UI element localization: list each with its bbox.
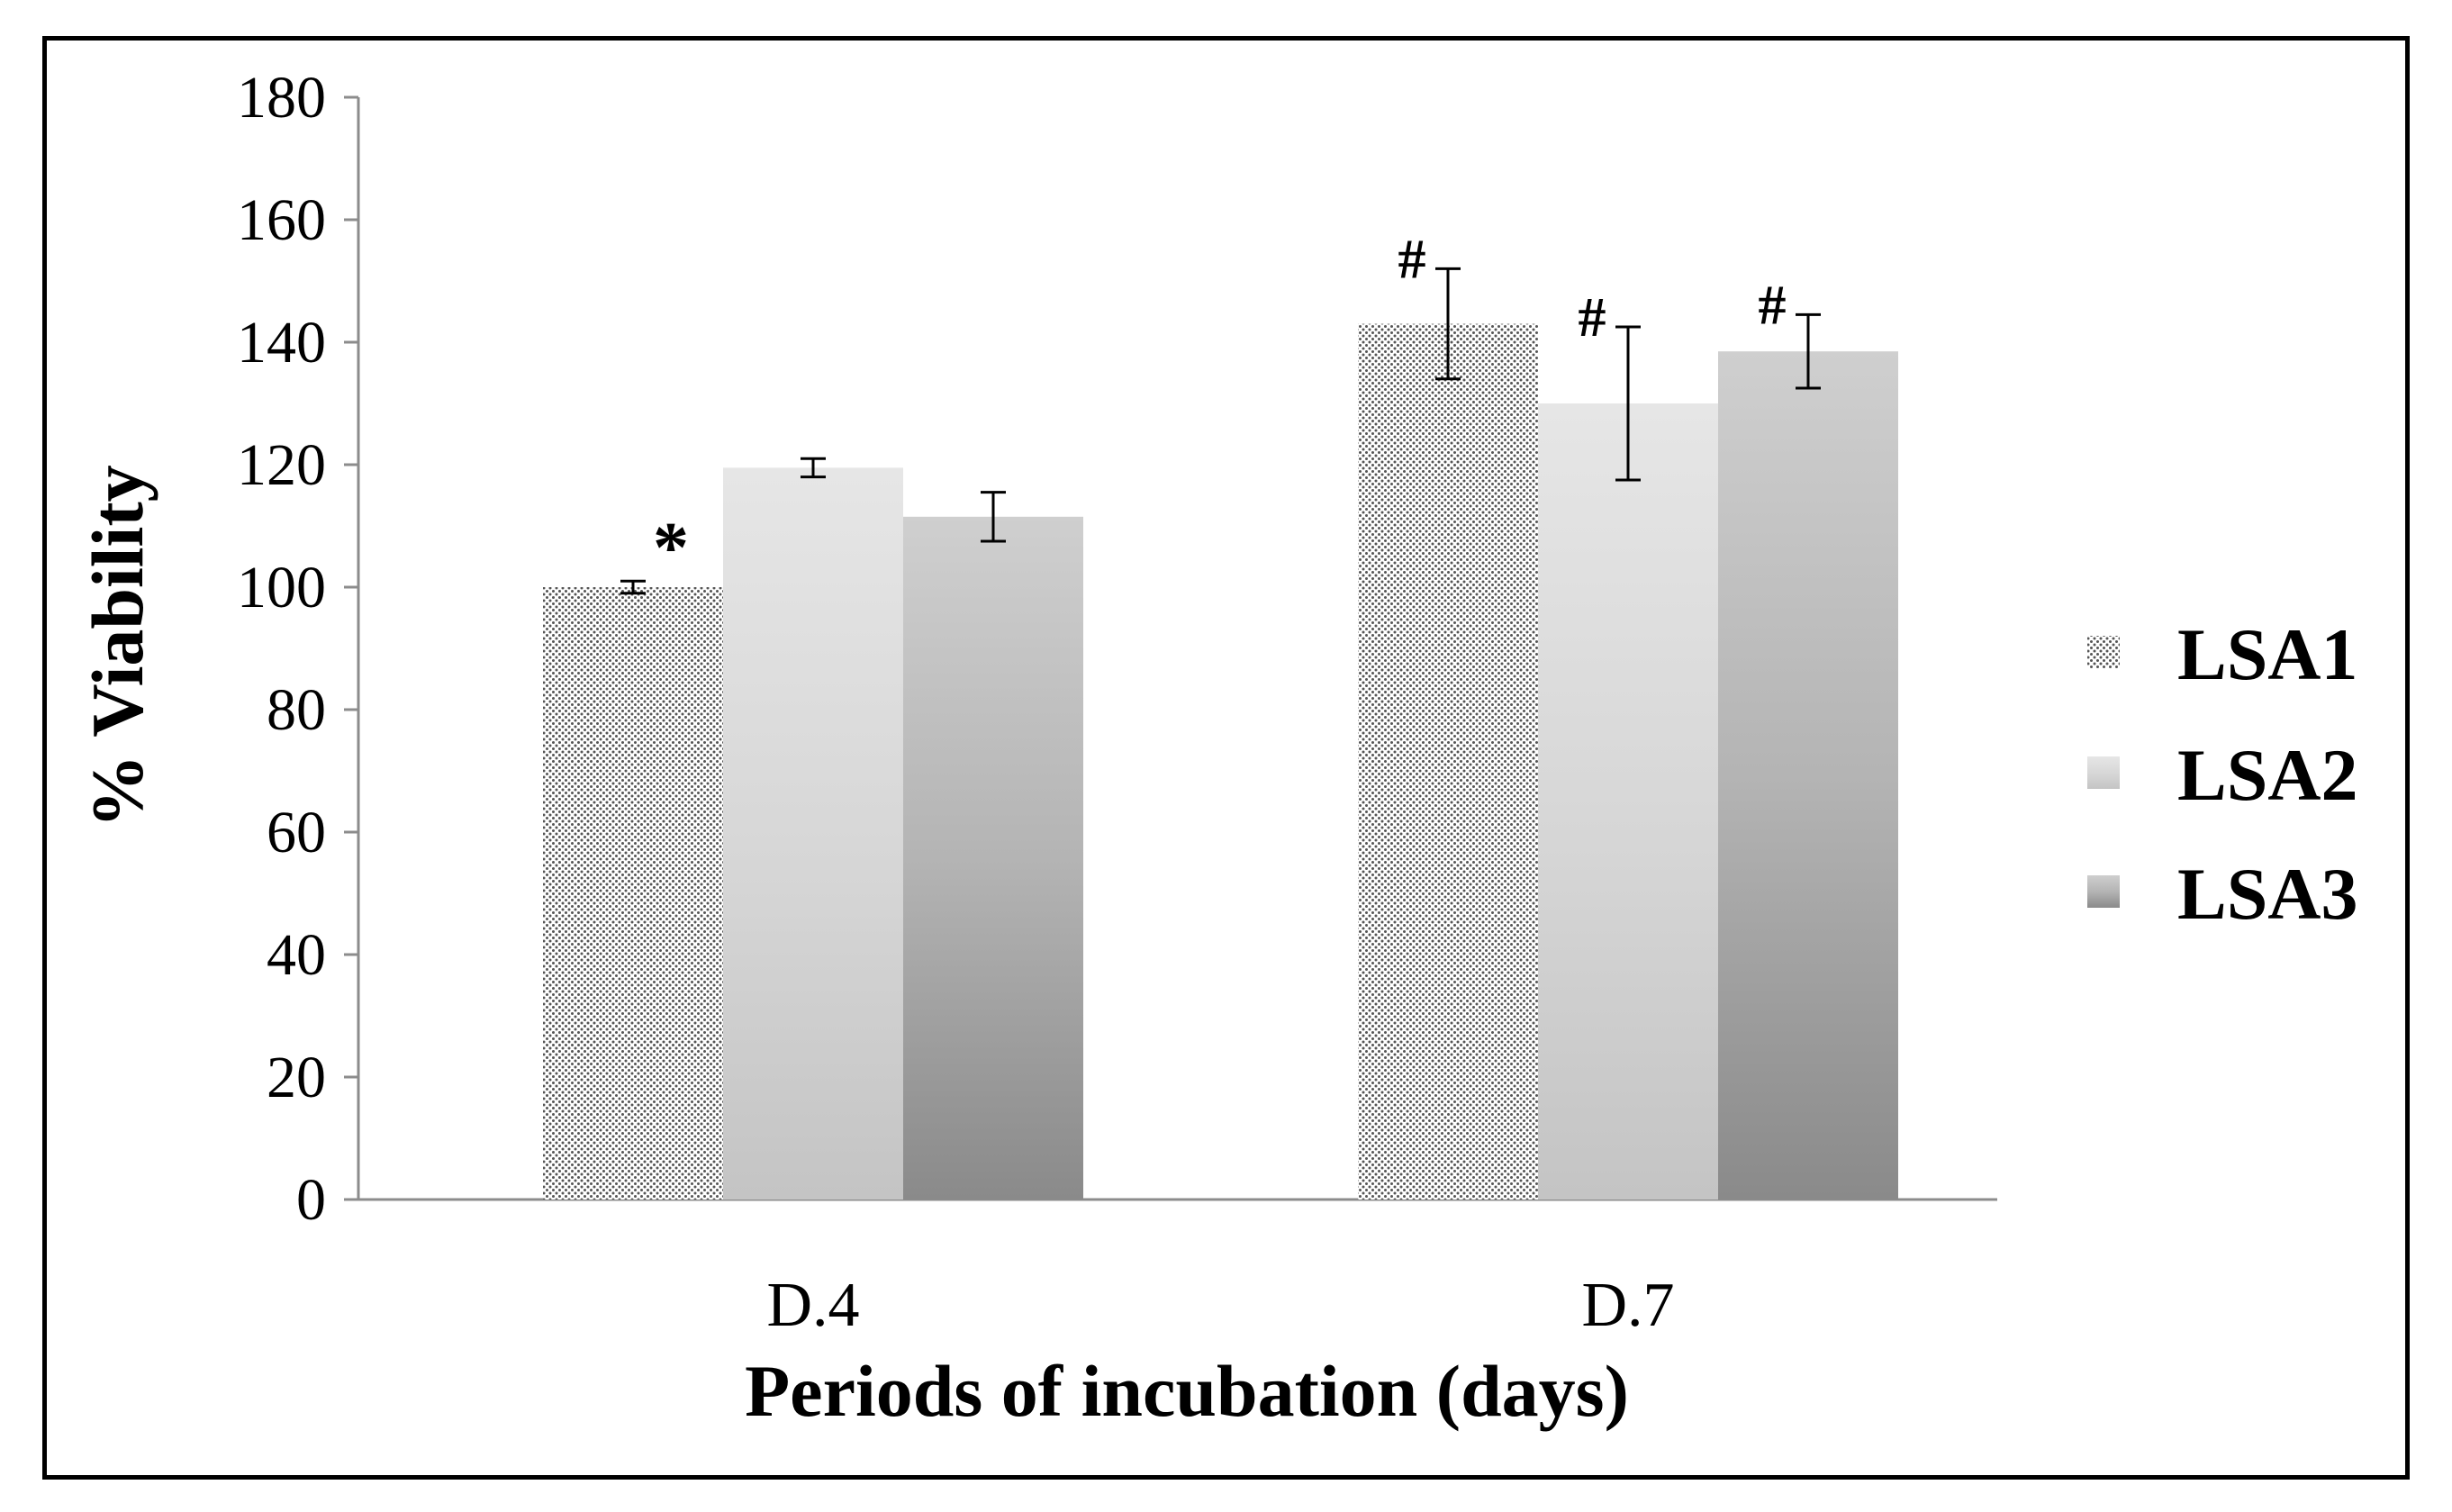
legend-swatch [2087,756,2120,789]
legend-swatch [2087,875,2120,908]
y-axis-title: % Viability [77,465,158,828]
bar [1358,323,1538,1200]
y-tick-label: 80 [267,677,326,743]
significance-marker: # [1398,229,1426,290]
legend-label: LSA1 [2177,613,2358,695]
bar [1538,403,1718,1200]
y-tick-label: 160 [237,187,326,253]
bar [903,516,1083,1200]
y-tick-label: 0 [296,1167,326,1233]
bar [723,467,903,1200]
significance-marker: * [653,509,689,588]
significance-marker: # [1759,275,1787,336]
bar [1718,351,1898,1200]
y-tick-label: 100 [237,555,326,620]
y-tick-label: 120 [237,432,326,498]
bars: * # # # [543,229,1898,1200]
axes: 0 20 40 60 80 100 120 140 160 180 D.4 D.7 [237,65,1997,1340]
y-tick-label: 140 [237,310,326,376]
y-tick-label: 180 [237,65,326,131]
legend-label: LSA3 [2177,853,2358,935]
x-axis-title: Periods of incubation (days) [745,1350,1629,1432]
y-tick-label: 20 [267,1045,326,1110]
legend-label: LSA2 [2177,734,2358,816]
y-tick-label: 40 [267,922,326,988]
figure-frame [42,36,2410,1480]
bar [543,587,723,1200]
x-tick-label: D.4 [766,1271,859,1340]
x-tick-label: D.7 [1581,1271,1674,1340]
legend: LSA1 LSA2 LSA3 [2087,613,2358,935]
axis-labels: Periods of incubation (days) % Viability [77,465,1629,1432]
significance-marker: # [1579,287,1606,349]
y-tick-label: 60 [267,800,326,865]
legend-swatch [2087,636,2120,668]
